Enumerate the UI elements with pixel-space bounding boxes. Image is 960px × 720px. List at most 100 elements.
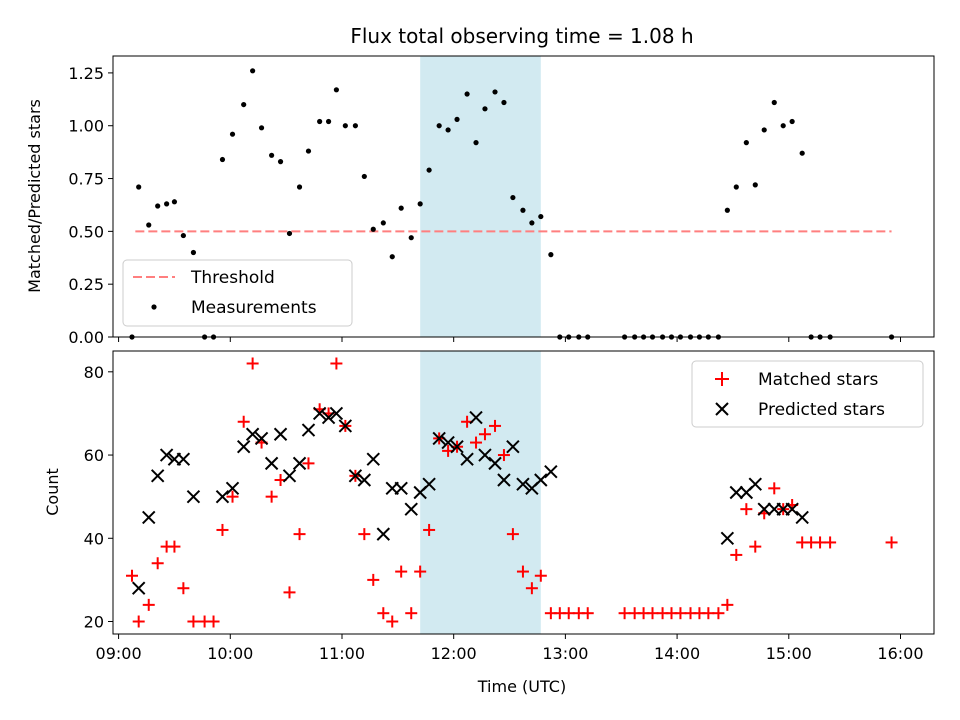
measurement-point [724,207,730,213]
measurement-point [250,68,256,74]
matched-star-point [562,607,575,620]
bottom-plot-marks [125,357,898,628]
predicted-legend-label: Predicted stars [758,400,885,420]
matched-star-point [885,536,898,549]
bottom-y-tick-label: 60 [84,446,104,465]
measurement-point [417,201,423,207]
bottom-y-tick-label: 40 [84,529,104,548]
predicted-star-point [329,406,344,421]
measurement-point [436,123,442,129]
measurement-point [296,184,303,190]
top-panel: 0.00 0.25 0.50 0.75 1.00 1.25 Matched/Predict… [25,55,935,347]
predicted-star-point [357,473,372,487]
matched-star-point [740,503,753,516]
matched-star-point [142,598,155,611]
matched-star-point [207,615,220,628]
top-y-tick-label: 1.00 [68,117,104,136]
top-legend-box [122,259,353,327]
predicted-star-point [394,481,408,496]
predicted-star-point [150,469,165,483]
matched-star-point [237,415,250,428]
measurement-point [146,222,152,228]
predicted-star-point [301,423,316,437]
x-tick-label: 16:00 [877,644,923,663]
predicted-star-point [748,477,762,491]
bottom-legend: Matched stars Predicted stars [691,360,924,428]
matched-star-point [478,428,491,441]
bottom-y-axis-label: Count [43,468,62,516]
matched-star-point [506,528,519,541]
predicted-star-point [159,448,174,462]
predicted-star-point [450,440,464,454]
matched-star-point [125,569,138,582]
predicted-star-point [254,431,269,446]
matched-star-point [302,457,315,470]
matched-star-point [151,557,164,570]
matched-star-point [395,565,408,578]
predicted-star-point [720,531,735,545]
bottom-axes-frame [112,350,935,635]
measurement-point [520,207,526,213]
top-y-tick-label: 0.50 [68,222,104,241]
matched-star-point [293,528,306,541]
top-axes-frame [112,55,935,338]
matched-star-point [730,548,743,561]
matched-star-point [265,490,278,503]
matched-star-point [749,540,762,553]
predicted-star-point [534,473,548,487]
matched-star-point [386,615,399,628]
matched-star-point [525,582,538,595]
measurement-point [180,232,186,239]
x-tick-label: 10:00 [207,644,253,663]
bottom-y-ticks: 20 40 60 80 [84,363,113,632]
measurement-point [548,252,554,258]
predicted-star-point [321,410,336,425]
measurement-point [258,125,265,131]
predicted-star-point [176,452,191,466]
measurement-point [752,182,758,188]
matched-star-point [330,357,343,370]
predicted-star-point [225,481,240,496]
matched-star-point [414,565,427,578]
predicted-star-point [366,452,380,466]
measurement-point [155,203,161,209]
top-legend: Threshold Measurements [122,259,353,327]
top-x-ticks [118,337,901,342]
measurement-point [398,205,404,211]
measurement-point [733,184,739,190]
measurement-point [317,118,323,125]
matched-star-point [177,582,190,595]
measurement-point [426,167,432,173]
measurement-point [771,99,777,106]
predicted-star-point [506,440,520,454]
measurements-legend-label: Measurements [191,298,317,318]
measurement-point [743,140,749,146]
top-y-tick-label: 0.00 [68,328,104,347]
measurement-point [510,194,516,201]
top-y-ticks: 0.00 0.25 0.50 0.75 1.00 1.25 [68,64,113,347]
threshold-legend-label: Threshold [190,268,275,288]
measurement-point [171,199,178,205]
predicted-star-point [215,489,230,504]
matched-star-point [516,565,529,578]
matched-star-point [423,523,436,536]
measurement-point [789,118,795,125]
matched-star-point [216,523,229,536]
matched-star-point [367,573,380,586]
predicted-star-point [729,485,743,500]
measurement-point [761,127,767,133]
measurement-point [190,249,197,256]
matched-star-point [358,528,371,541]
matched-star-point [132,615,145,628]
matched-star-point [405,607,418,620]
matched-star-point [674,607,687,620]
top-y-axis-label: Matched/Predicted stars [25,99,44,293]
highlight-span-top [420,56,541,337]
measurement-point [799,150,805,156]
measurement-point [408,235,414,241]
measurement-point [380,220,386,226]
measurement-point [277,159,284,165]
predicted-star-point [478,448,492,462]
predicted-star-point [338,419,353,433]
matched-legend-label: Matched stars [758,370,878,390]
